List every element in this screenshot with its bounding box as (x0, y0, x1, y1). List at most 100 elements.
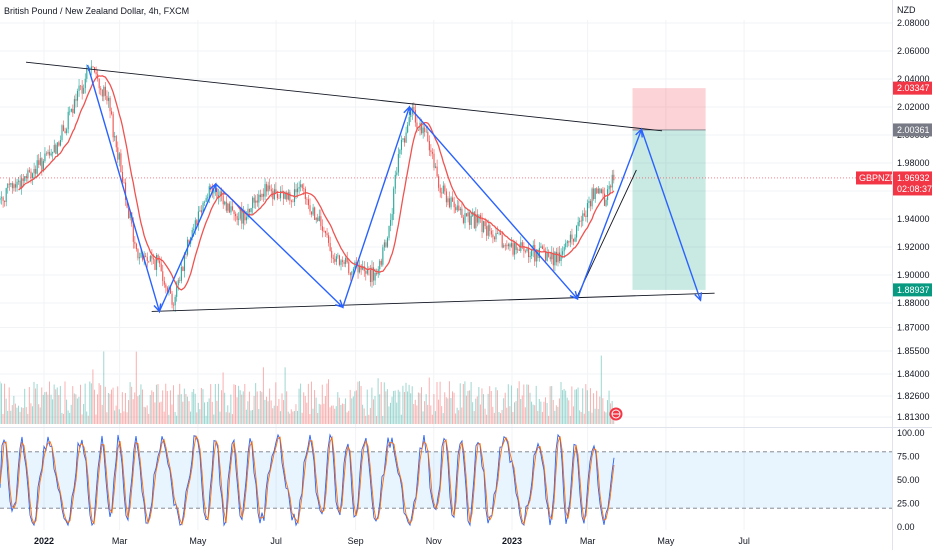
volume-bar (545, 397, 546, 424)
candle-body (501, 234, 503, 248)
volume-bar (362, 404, 364, 424)
volume-bar (253, 395, 255, 424)
candle-body (337, 255, 339, 257)
candle-body (238, 218, 240, 220)
volume-bar (467, 390, 469, 424)
candle-body (69, 111, 71, 113)
candle-body (404, 138, 406, 143)
candle-body (227, 203, 229, 211)
arrow-head (569, 290, 579, 300)
volume-bar (421, 387, 422, 424)
volume-bar (126, 412, 128, 424)
candle-body (13, 184, 15, 189)
volume-bar (186, 396, 188, 424)
volume-bar (483, 394, 484, 424)
volume-bar (574, 389, 576, 424)
volume-bar (183, 388, 185, 424)
candle-body (365, 271, 367, 274)
candle-body (455, 207, 457, 211)
candle-body (422, 127, 424, 134)
volume-bar (129, 382, 131, 424)
candle-body (185, 254, 187, 255)
candle-body (244, 210, 246, 221)
volume-bar (281, 393, 283, 424)
volume-bar (207, 401, 209, 424)
candle-body (169, 287, 172, 294)
candle-body (503, 245, 505, 248)
volume-bar (582, 388, 584, 424)
volume-bar (354, 391, 356, 424)
volume-bar (554, 410, 556, 424)
volume-bar (145, 407, 147, 424)
candle-body (549, 256, 551, 260)
volume-bar (155, 384, 157, 424)
volume-bar (452, 391, 453, 424)
candle-body (405, 132, 407, 143)
volume-bar (371, 387, 373, 424)
candle-body (138, 257, 141, 259)
candle-body (563, 247, 565, 252)
volume-bar (517, 388, 519, 424)
candle-body (359, 265, 361, 273)
price-tick-label: 1.81300 (897, 412, 930, 422)
volume-bar (214, 383, 216, 424)
candle-body (307, 199, 309, 206)
volume-bar (146, 405, 148, 424)
candle-body (39, 158, 41, 165)
candle-body (334, 258, 336, 262)
candle-body (148, 260, 150, 262)
candle-body (354, 262, 356, 269)
short-position-tool[interactable] (632, 88, 706, 290)
candle-body (576, 225, 578, 238)
candle-body (560, 254, 562, 262)
candle-body (486, 226, 488, 236)
volume-bar (334, 408, 336, 424)
volume-bar (380, 382, 382, 424)
alert-icon[interactable] (609, 407, 623, 421)
candle-body (447, 198, 449, 203)
volume-bar (321, 384, 323, 424)
volume-bar (75, 394, 77, 424)
volume-bar (422, 411, 424, 424)
volume-bar (204, 402, 205, 424)
volume-bar (430, 405, 432, 424)
volume-bar (520, 398, 522, 424)
volume-bar (543, 401, 545, 424)
candle-body (300, 184, 302, 188)
candle-body (464, 213, 466, 223)
candle-body (188, 239, 190, 244)
candle-body (159, 260, 161, 264)
candle-body (551, 252, 553, 260)
volume-bar (526, 384, 528, 424)
candle-body (535, 249, 537, 262)
candle-body (191, 230, 193, 238)
candle-body (11, 183, 13, 189)
price-tag (893, 81, 932, 95)
volume-bar (36, 383, 38, 424)
candle-body (391, 214, 393, 221)
candle-body (176, 285, 178, 297)
volume-bar (53, 384, 55, 424)
candle-body (10, 183, 12, 185)
time-tick-label: Mar (112, 536, 128, 546)
candle-body (531, 250, 533, 256)
price-tick-label: 2.02000 (897, 102, 930, 112)
candle-body (572, 238, 575, 242)
volume-bar (72, 386, 74, 424)
candle-body (534, 244, 536, 262)
volume-bar (45, 391, 47, 424)
volume-bar (434, 411, 436, 424)
drawings[interactable] (0, 61, 892, 314)
volume-bar (372, 399, 374, 424)
volume-bar (402, 385, 404, 424)
candle-body (328, 235, 330, 243)
volume-bar (538, 398, 540, 424)
candle-body (552, 252, 554, 266)
candle-body (111, 111, 113, 115)
candle-body (399, 149, 401, 155)
volume-bar (346, 412, 348, 424)
volume-bar (365, 415, 367, 424)
volume-bar (256, 391, 258, 424)
volume-bar (262, 367, 264, 424)
